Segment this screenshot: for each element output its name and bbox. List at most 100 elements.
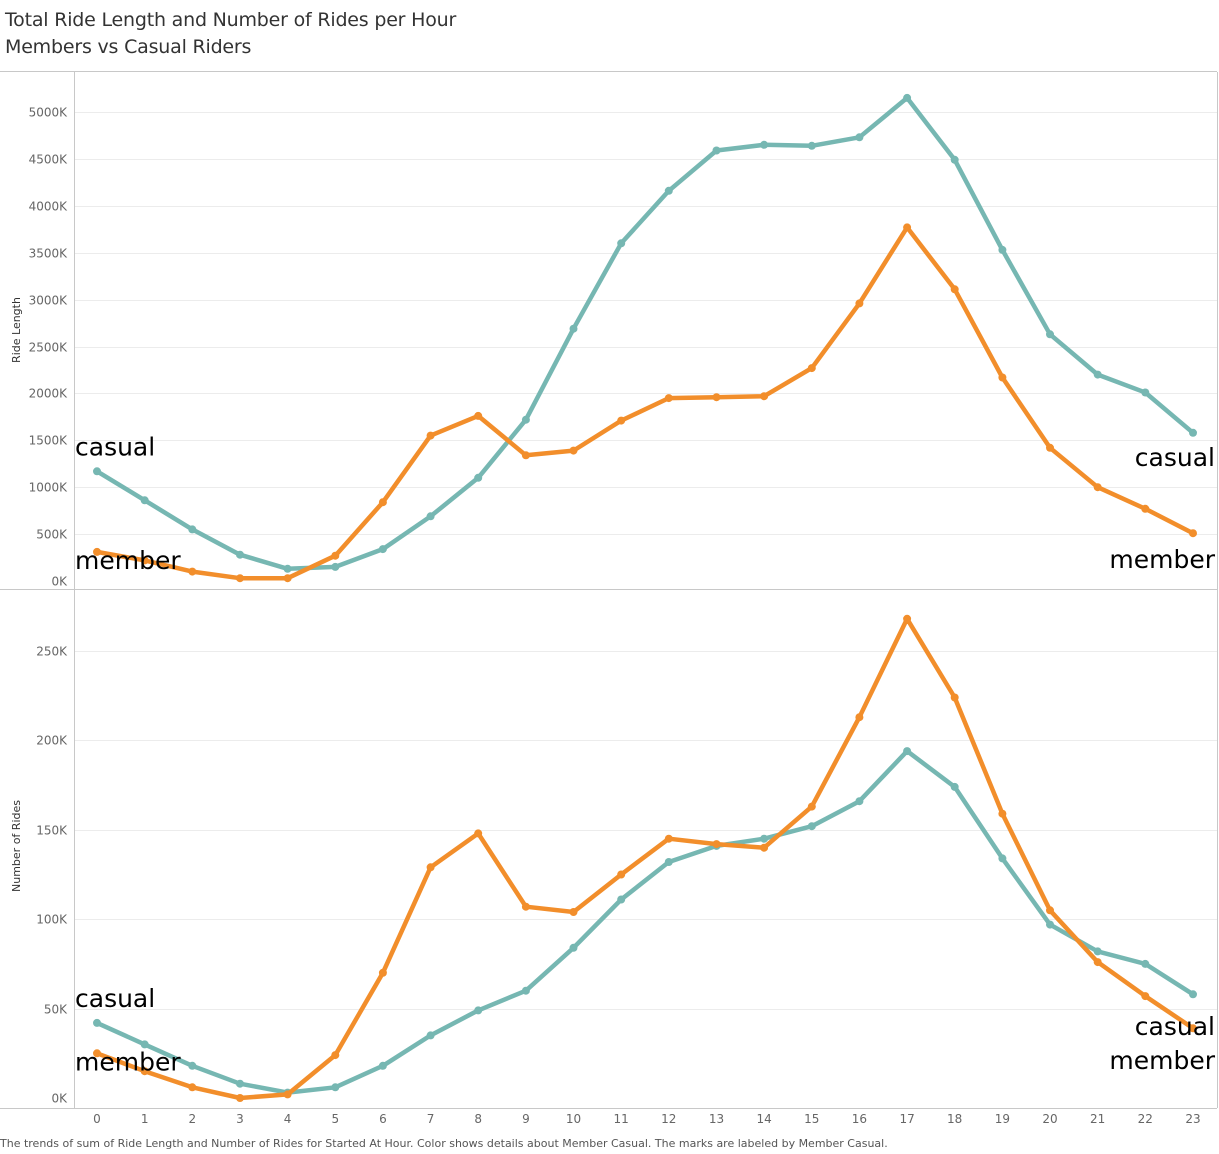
member-point	[807, 802, 816, 811]
x-tick-label: 4	[284, 1112, 292, 1126]
member-point	[1189, 1024, 1197, 1033]
member-point	[1093, 483, 1102, 492]
member-point	[331, 551, 340, 560]
casual-point	[236, 1079, 244, 1088]
casual-point	[426, 512, 435, 521]
member-point	[1141, 504, 1150, 513]
chart-caption: The trends of sum of Ride Length and Num…	[0, 1137, 888, 1150]
casual-point	[569, 324, 578, 333]
y-tick-label: 3000K	[29, 294, 69, 308]
member-point	[474, 829, 483, 838]
casual-point	[950, 155, 959, 164]
casual-point	[998, 854, 1007, 863]
series-label-right-casual: casual	[1135, 1012, 1215, 1041]
x-tick-label: 10	[566, 1112, 581, 1126]
casual-series-line	[94, 95, 1196, 572]
casual-point	[1093, 370, 1102, 379]
x-tick-label: 19	[995, 1112, 1010, 1126]
member-point	[426, 863, 435, 872]
series-label-left-casual: casual	[75, 984, 155, 1013]
member-point	[93, 547, 101, 556]
y-tick-label: 2500K	[29, 341, 69, 355]
y-tick-label: 0K	[51, 1092, 68, 1106]
x-tick-label: 2	[188, 1112, 196, 1126]
member-series-line	[94, 225, 1196, 581]
y-tick-label: 200K	[36, 734, 68, 748]
y-tick-label: 100K	[36, 913, 68, 927]
series-label-right-member: member	[1109, 545, 1215, 574]
x-tick-label: 5	[331, 1112, 339, 1126]
casual-point	[283, 564, 292, 573]
casual-point	[760, 834, 769, 843]
member-series-line	[94, 616, 1196, 1101]
member-point	[474, 411, 483, 420]
member-point	[903, 614, 912, 623]
member-point	[712, 840, 721, 849]
casual-point	[712, 146, 721, 155]
member-point	[236, 1094, 244, 1102]
member-point	[760, 392, 769, 401]
casual-point	[140, 1040, 149, 1049]
casual-point	[664, 186, 673, 195]
casual-point	[903, 747, 912, 756]
casual-point	[378, 545, 387, 554]
casual-point	[1141, 388, 1150, 397]
member-point	[283, 1090, 292, 1099]
casual-point	[617, 895, 626, 904]
member-point	[950, 693, 959, 702]
member-point	[1189, 529, 1197, 538]
chart-subtitle: Members vs Casual Riders	[5, 36, 252, 58]
ride-length-panel: 0K 500K 1000K 1500K 2000K 2500K 3000K 3500K 4000…	[10, 93, 1217, 589]
casual-point	[569, 943, 578, 952]
x-tick-label: 12	[661, 1112, 676, 1126]
member-point	[521, 902, 530, 911]
member-point	[521, 451, 530, 460]
x-tick-label: 3	[236, 1112, 244, 1126]
x-tick-label: 11	[614, 1112, 629, 1126]
x-tick-label: 7	[427, 1112, 435, 1126]
member-point	[140, 556, 149, 565]
number-of-rides-panel: 0K 50K 100K 150K 200K 250K Number of Rides casu…	[10, 614, 1217, 1106]
x-tick-label: 23	[1185, 1112, 1200, 1126]
casual-point	[188, 525, 197, 534]
member-point	[236, 574, 244, 583]
casual-point	[474, 473, 483, 482]
series-label-left-member: member	[75, 1047, 181, 1076]
member-point	[855, 299, 864, 308]
y-tick-label: 4000K	[29, 200, 69, 214]
member-point	[378, 498, 387, 507]
member-point	[664, 834, 673, 843]
member-point	[378, 968, 387, 977]
member-point	[712, 393, 721, 402]
x-tick-label: 18	[947, 1112, 962, 1126]
casual-point	[1189, 990, 1197, 999]
casual-point	[426, 1031, 435, 1040]
y-tick-label: 5000K	[29, 106, 69, 120]
casual-point	[950, 782, 959, 791]
member-point	[1046, 906, 1054, 915]
x-tick-label: 6	[379, 1112, 387, 1126]
casual-point	[188, 1061, 197, 1070]
y-tick-label: 0K	[51, 575, 68, 589]
x-tick-label: 13	[709, 1112, 724, 1126]
casual-point	[378, 1061, 387, 1070]
casual-point	[855, 133, 864, 142]
member-point	[664, 394, 673, 403]
casual-point	[1189, 428, 1197, 437]
member-point	[950, 285, 959, 294]
member-point	[903, 223, 912, 232]
member-point	[617, 870, 626, 879]
x-tick-label: 8	[474, 1112, 482, 1126]
member-point	[140, 1067, 149, 1076]
hour-axis: 0 1 2 3 4 5 6 7 8 9 10 11 12 13 14 15 16 17 18 19 20 21 22 23	[93, 1112, 1200, 1126]
casual-point	[807, 822, 816, 831]
casual-point	[331, 1083, 340, 1092]
member-point	[807, 364, 816, 373]
casual-point	[93, 1018, 101, 1027]
series-label-right-member: member	[1109, 1046, 1215, 1075]
series-label-left-member: member	[75, 546, 181, 575]
casual-point	[93, 467, 101, 476]
x-tick-label: 20	[1042, 1112, 1057, 1126]
member-point	[188, 567, 197, 576]
